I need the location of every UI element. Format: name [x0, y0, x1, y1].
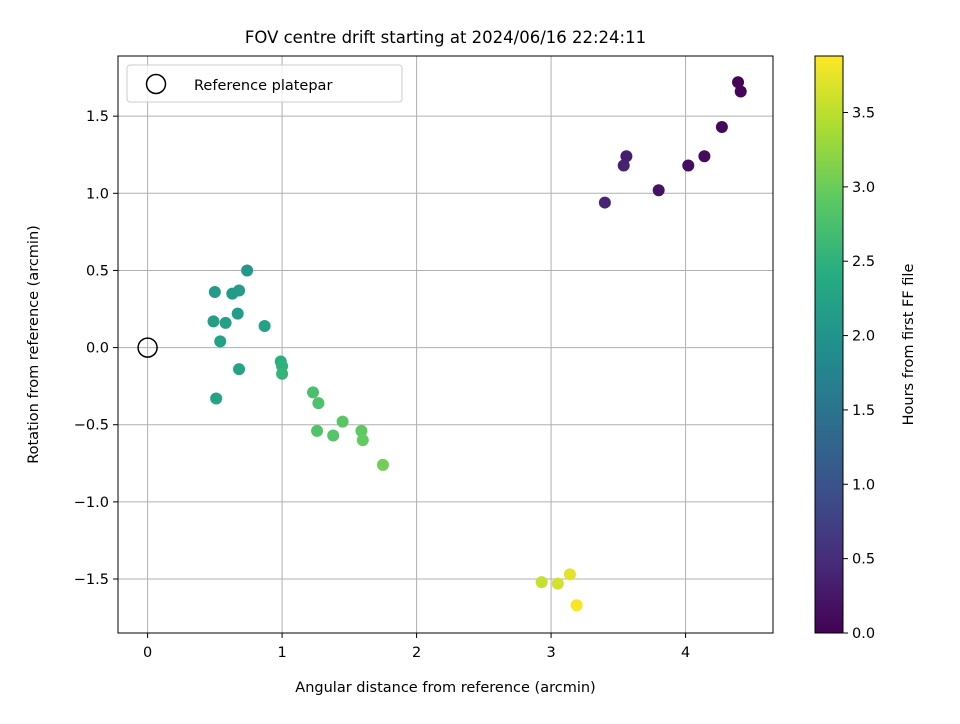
x-tick-label: 3	[546, 645, 555, 661]
colorbar-tick-label: 3.5	[852, 106, 875, 122]
scatter-point	[617, 159, 630, 172]
scatter-point	[312, 397, 325, 410]
scatter-point	[336, 415, 349, 428]
scatter-point	[570, 599, 583, 612]
y-axis-label: Rotation from reference (arcmin)	[26, 225, 42, 464]
scatter-point	[698, 150, 711, 163]
scatter-point	[620, 150, 633, 163]
reference-platepar-marker	[137, 337, 158, 358]
legend: Reference platepar	[126, 64, 403, 103]
colorbar-tick-label: 1.5	[852, 403, 875, 419]
scatter-point	[307, 386, 320, 399]
colorbar-tick-label: 0.5	[852, 552, 875, 568]
scatter-point	[355, 424, 368, 437]
colorbar-tick-label: 3.0	[852, 180, 875, 196]
y-tick-label: −0.5	[74, 418, 109, 434]
y-tick-label: 1.5	[86, 109, 109, 125]
scatter-point	[210, 392, 223, 405]
scatter-point	[311, 424, 324, 437]
y-axis-ticks: −1.5 −1.0 −0.5 0.0 0.5 1.0 1.5	[74, 109, 118, 588]
legend-reference-marker	[145, 73, 167, 95]
x-axis-label: Angular distance from reference (arcmin)	[295, 680, 595, 696]
scatter-point	[356, 434, 369, 447]
x-tick-label: 4	[681, 645, 690, 661]
legend-entry-label: Reference platepar	[194, 78, 332, 94]
scatter-point	[219, 316, 232, 329]
colorbar-tick-label: 2.5	[852, 254, 875, 270]
scatter-point	[563, 568, 576, 581]
x-axis-ticks: 0 1 2 3 4	[143, 633, 690, 661]
y-tick-label: 0.0	[86, 341, 109, 357]
scatter-point	[327, 429, 340, 442]
scatter-point	[276, 367, 289, 380]
x-tick-label: 0	[143, 645, 152, 661]
colorbar-tick-label: 1.0	[852, 477, 875, 493]
x-tick-label: 2	[412, 645, 421, 661]
legend-box	[126, 64, 403, 103]
x-tick-label: 1	[277, 645, 286, 661]
y-tick-label: 0.5	[86, 263, 109, 279]
scatter-point	[208, 286, 221, 299]
scatter-point	[376, 458, 389, 471]
colorbar-label: Hours from first FF file	[901, 264, 917, 426]
chart-title: FOV centre drift starting at 2024/06/16 …	[245, 28, 646, 47]
data-points	[137, 76, 747, 612]
colorbar-tick-label: 0.0	[852, 626, 875, 642]
scatter-point	[214, 335, 227, 348]
scatter-point	[241, 264, 254, 277]
scatter-point	[535, 576, 548, 589]
scatter-point	[207, 315, 220, 328]
grid-lines	[118, 56, 773, 633]
y-tick-label: −1.0	[74, 495, 109, 511]
scatter-point	[258, 319, 271, 332]
colorbar-ticks: 0.0 0.5 1.0 1.5 2.0 2.5 3.0 3.5	[843, 106, 875, 642]
scatter-point	[732, 76, 745, 89]
scatter-point	[715, 120, 728, 133]
scatter-point	[231, 307, 244, 320]
scatter-point	[682, 159, 695, 172]
colorbar-tick-label: 2.0	[852, 329, 875, 345]
scatter-point	[598, 196, 611, 209]
y-tick-label: 1.0	[86, 186, 109, 202]
colorbar-gradient	[814, 55, 844, 634]
plot-area-frame	[117, 55, 774, 634]
scatter-point	[652, 184, 665, 197]
colorbar: 0.0 0.5 1.0 1.5 2.0 2.5 3.0 3.5 Hours from firs…	[814, 55, 917, 642]
scatter-point	[551, 577, 564, 590]
y-tick-label: −1.5	[74, 572, 109, 588]
scatter-point	[233, 284, 246, 297]
scatter-point	[233, 363, 246, 376]
scatter-point	[734, 85, 747, 98]
